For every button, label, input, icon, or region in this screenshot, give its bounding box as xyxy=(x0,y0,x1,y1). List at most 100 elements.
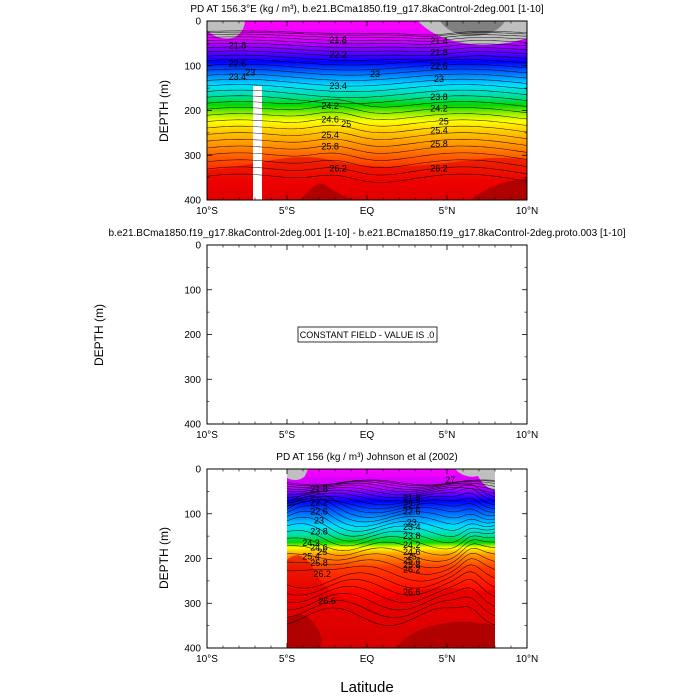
contour-label: 22.6 xyxy=(430,61,448,71)
x-tick-label: 5°S xyxy=(279,654,296,665)
contour-label: 25.8 xyxy=(403,560,421,570)
contour-label: 21.8 xyxy=(229,41,247,51)
panel-2-title: b.e21.BCma1850.f19_g17.8kaControl-2deg.0… xyxy=(108,228,625,239)
contour-label: 24.6 xyxy=(403,547,421,557)
contour-label: 22.6 xyxy=(403,507,421,517)
panel-3-deep-patch-east xyxy=(395,621,495,648)
contour-line xyxy=(207,68,527,76)
contour-line xyxy=(287,558,495,582)
contour-label: 24.2 xyxy=(302,538,320,548)
contour-line xyxy=(207,159,527,168)
contour-label: 27 xyxy=(445,475,455,485)
contour-line xyxy=(207,31,527,37)
contour-label: 23 xyxy=(434,74,444,84)
contour-label: 26.2 xyxy=(313,569,331,579)
panel-3: PD AT 156 (kg / m³) Johnson et al (2002)… xyxy=(157,452,538,665)
panel-1-deep-patch-east xyxy=(470,178,527,200)
panel-2-ylabel: DEPTH (m) xyxy=(92,304,106,366)
contour-line xyxy=(207,145,527,154)
panel-2-annotation: CONSTANT FIELD - VALUE IS .0 xyxy=(300,330,435,340)
contour-line xyxy=(207,89,527,98)
contour-line xyxy=(207,46,527,52)
contour-line xyxy=(207,39,527,45)
contour-label: 23.4 xyxy=(403,522,421,532)
contour-label: 26.2 xyxy=(403,565,421,575)
x-tick-label: 10°S xyxy=(196,430,218,441)
contour-line xyxy=(287,505,495,527)
y-tick-label: 100 xyxy=(184,61,201,72)
x-tick-label: 10°S xyxy=(196,654,218,665)
panel-3-ylabel: DEPTH (m) xyxy=(157,527,171,589)
panel-2-annotation-box xyxy=(297,326,438,343)
contour-label: 25 xyxy=(317,547,327,557)
contour-line xyxy=(287,481,495,488)
x-tick-label: 5°N xyxy=(439,430,456,441)
contour-label: 24.2 xyxy=(430,103,448,113)
contour-label: 26.2 xyxy=(430,164,448,174)
contour-label: 24.2 xyxy=(321,101,339,111)
y-tick-label: 300 xyxy=(184,599,201,610)
x-tick-label: 5°S xyxy=(279,206,296,217)
contour-label: 26.6 xyxy=(318,596,336,606)
panel-1-missing-east-dark xyxy=(440,21,505,36)
y-tick-label: 0 xyxy=(195,17,201,28)
contour-line xyxy=(207,63,527,71)
contour-line xyxy=(287,482,495,490)
contour-label: 24.6 xyxy=(310,542,328,552)
contour-label: 25.8 xyxy=(321,141,339,151)
panel-3-title: PD AT 156 (kg / m³) Johnson et al (2002) xyxy=(276,452,457,463)
y-tick-label: 0 xyxy=(195,241,201,252)
contour-line xyxy=(207,124,527,134)
contour-label: 21.8 xyxy=(403,493,421,503)
contour-line xyxy=(207,111,527,120)
contour-line xyxy=(287,571,495,596)
x-tick-label: 10°S xyxy=(196,206,218,217)
contour-label: 23.4 xyxy=(329,81,347,91)
contour-line xyxy=(287,543,495,562)
contour-line xyxy=(207,30,527,36)
panel-2-axes: 10°S 5°S EQ 5°N 10°N 0 100 200 300 400 xyxy=(184,241,538,442)
contour-line xyxy=(287,516,495,537)
contour-line xyxy=(207,95,527,104)
contour-label: 22.6 xyxy=(229,59,247,69)
x-tick-label: 10°N xyxy=(516,430,538,441)
contour-line xyxy=(287,530,495,550)
contour-line xyxy=(287,547,495,569)
contour-label: 25.4 xyxy=(302,551,320,561)
contour-line xyxy=(287,497,495,510)
contour-label: 23 xyxy=(370,69,380,79)
contour-line xyxy=(207,138,527,147)
y-tick-label: 200 xyxy=(184,554,201,565)
panel-3-deep-patch-west xyxy=(287,614,322,648)
panel-1-deep-band xyxy=(207,156,527,200)
contour-label: 21.4 xyxy=(430,36,448,46)
contour-line xyxy=(287,500,495,523)
contour-label: 25.8 xyxy=(430,139,448,149)
contour-line xyxy=(287,553,495,575)
contour-line xyxy=(287,483,495,498)
contour-line xyxy=(207,54,527,61)
contour-label: 25.4 xyxy=(403,556,421,566)
contour-label: 23.4 xyxy=(229,72,247,82)
panel-1: PD AT 156.3°E (kg / m³), b.e21.BCma1850.… xyxy=(157,4,544,217)
x-tick-label: 5°S xyxy=(279,430,296,441)
contour-line xyxy=(207,73,527,81)
contour-label: 26.6 xyxy=(403,587,421,597)
y-tick-label: 400 xyxy=(184,644,201,655)
contour-label: 23.8 xyxy=(430,92,448,102)
contour-label: 24.2 xyxy=(403,540,421,550)
x-tick-label: 10°N xyxy=(516,206,538,217)
panel-1-contours xyxy=(207,30,527,183)
x-tick-label: 5°N xyxy=(439,206,456,217)
contour-line xyxy=(207,152,527,161)
contour-line xyxy=(207,173,527,183)
contour-label: 23 xyxy=(245,67,255,77)
contour-label: 22.2 xyxy=(310,498,328,508)
y-tick-label: 100 xyxy=(184,509,201,520)
contour-label: 25.4 xyxy=(321,130,339,140)
contour-label: 23 xyxy=(314,515,324,525)
x-tick-label: EQ xyxy=(360,206,375,217)
contour-label: 26.2 xyxy=(329,164,347,174)
contour-line xyxy=(207,131,527,140)
panel-1-title: PD AT 156.3°E (kg / m³), b.e21.BCma1850.… xyxy=(190,4,544,15)
